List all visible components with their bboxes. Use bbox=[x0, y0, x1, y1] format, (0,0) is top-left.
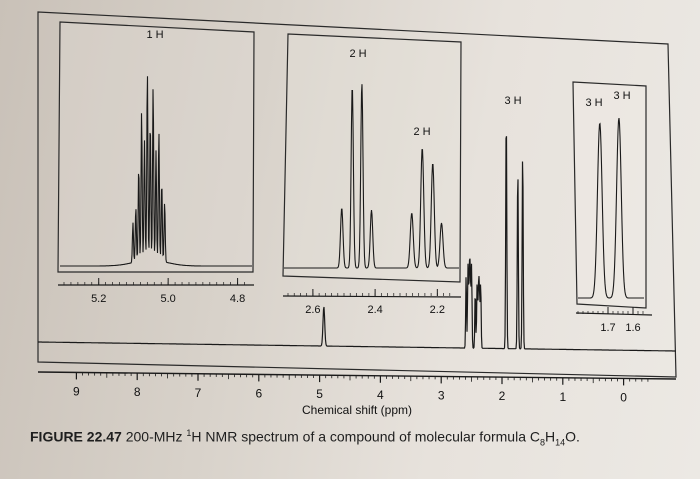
x-axis-tick-label: 0 bbox=[620, 390, 627, 404]
inset-1.7ppm-integral-label-1: 3 H bbox=[585, 97, 602, 109]
inset-5ppm-tick-label: 4.8 bbox=[230, 293, 245, 305]
x-axis-tick-label: 3 bbox=[438, 388, 445, 402]
x-axis-tick-label: 6 bbox=[255, 386, 262, 400]
inset-5ppm: 5.2 5.0 4.8 1 H bbox=[57, 21, 255, 305]
inset-2.4ppm-frame bbox=[282, 33, 462, 283]
caption-text-4: O. bbox=[565, 428, 580, 445]
inset-2.4ppm-axis bbox=[282, 295, 462, 298]
inset-1.7ppm-trace bbox=[578, 118, 644, 299]
x-axis-tick-label: 4 bbox=[377, 388, 384, 402]
x-axis-tick-label: 7 bbox=[195, 386, 202, 400]
caption-sup: 1 bbox=[186, 428, 192, 438]
x-axis-ticks bbox=[75, 372, 649, 386]
x-axis-label: Chemical shift (ppm) bbox=[302, 403, 412, 417]
inset-5ppm-frame bbox=[57, 21, 255, 273]
main-peak-integral-label: 3 H bbox=[504, 95, 521, 107]
x-axis-tick-labels: 9 8 7 6 5 4 3 2 1 0 bbox=[73, 384, 627, 404]
inset-1.7ppm-axis bbox=[575, 312, 653, 316]
inset-5ppm-trace bbox=[60, 76, 252, 267]
x-axis-tick-label: 8 bbox=[134, 385, 141, 399]
inset-1.7ppm-integral-label-2: 3 H bbox=[613, 90, 630, 102]
main-spectrum-trace bbox=[38, 136, 676, 352]
inset-1.7ppm-frame bbox=[572, 81, 647, 309]
inset-5ppm-integral-label: 1 H bbox=[146, 29, 163, 41]
inset-1.7ppm-tick-label: 1.7 bbox=[600, 322, 615, 334]
caption-text-2: H NMR spectrum of a compound of molecula… bbox=[191, 428, 540, 445]
inset-5ppm-tick-label: 5.2 bbox=[91, 293, 106, 305]
inset-5ppm-tick-label: 5.0 bbox=[161, 293, 176, 305]
spectrum-frame bbox=[37, 11, 677, 378]
x-axis-tick-label: 1 bbox=[559, 390, 566, 404]
inset-2.4ppm-tick-label: 2.4 bbox=[367, 304, 382, 316]
x-axis-tick-label: 5 bbox=[316, 387, 323, 401]
inset-2.4ppm-trace bbox=[284, 84, 459, 269]
x-axis-tick-label: 9 bbox=[73, 384, 80, 398]
caption-sub-8: 8 bbox=[540, 437, 546, 448]
caption-text-3: H bbox=[545, 428, 556, 445]
inset-2.4ppm-integral-label-2: 2 H bbox=[413, 126, 430, 138]
x-axis-line bbox=[37, 371, 677, 380]
inset-2.4ppm-tick-label: 2.2 bbox=[430, 304, 445, 316]
inset-1.7ppm-tick-label: 1.6 bbox=[625, 322, 640, 334]
inset-2.4ppm-tick-label: 2.6 bbox=[305, 304, 320, 316]
caption-text-1: 200-MHz bbox=[121, 428, 187, 445]
x-axis-tick-label: 2 bbox=[499, 389, 506, 403]
caption-sub-14: 14 bbox=[555, 437, 566, 448]
figure-label: FIGURE 22.47 bbox=[30, 428, 122, 445]
inset-2.4ppm-integral-label-1: 2 H bbox=[349, 48, 366, 60]
figure-caption: FIGURE 22.47 200-MHz 1H NMR spectrum of … bbox=[30, 428, 580, 447]
inset-2.4ppm: 2.6 2.4 2.2 2 H 2 H bbox=[282, 33, 462, 316]
inset-1.7ppm: 1.7 1.6 3 H 3 H bbox=[572, 81, 653, 334]
